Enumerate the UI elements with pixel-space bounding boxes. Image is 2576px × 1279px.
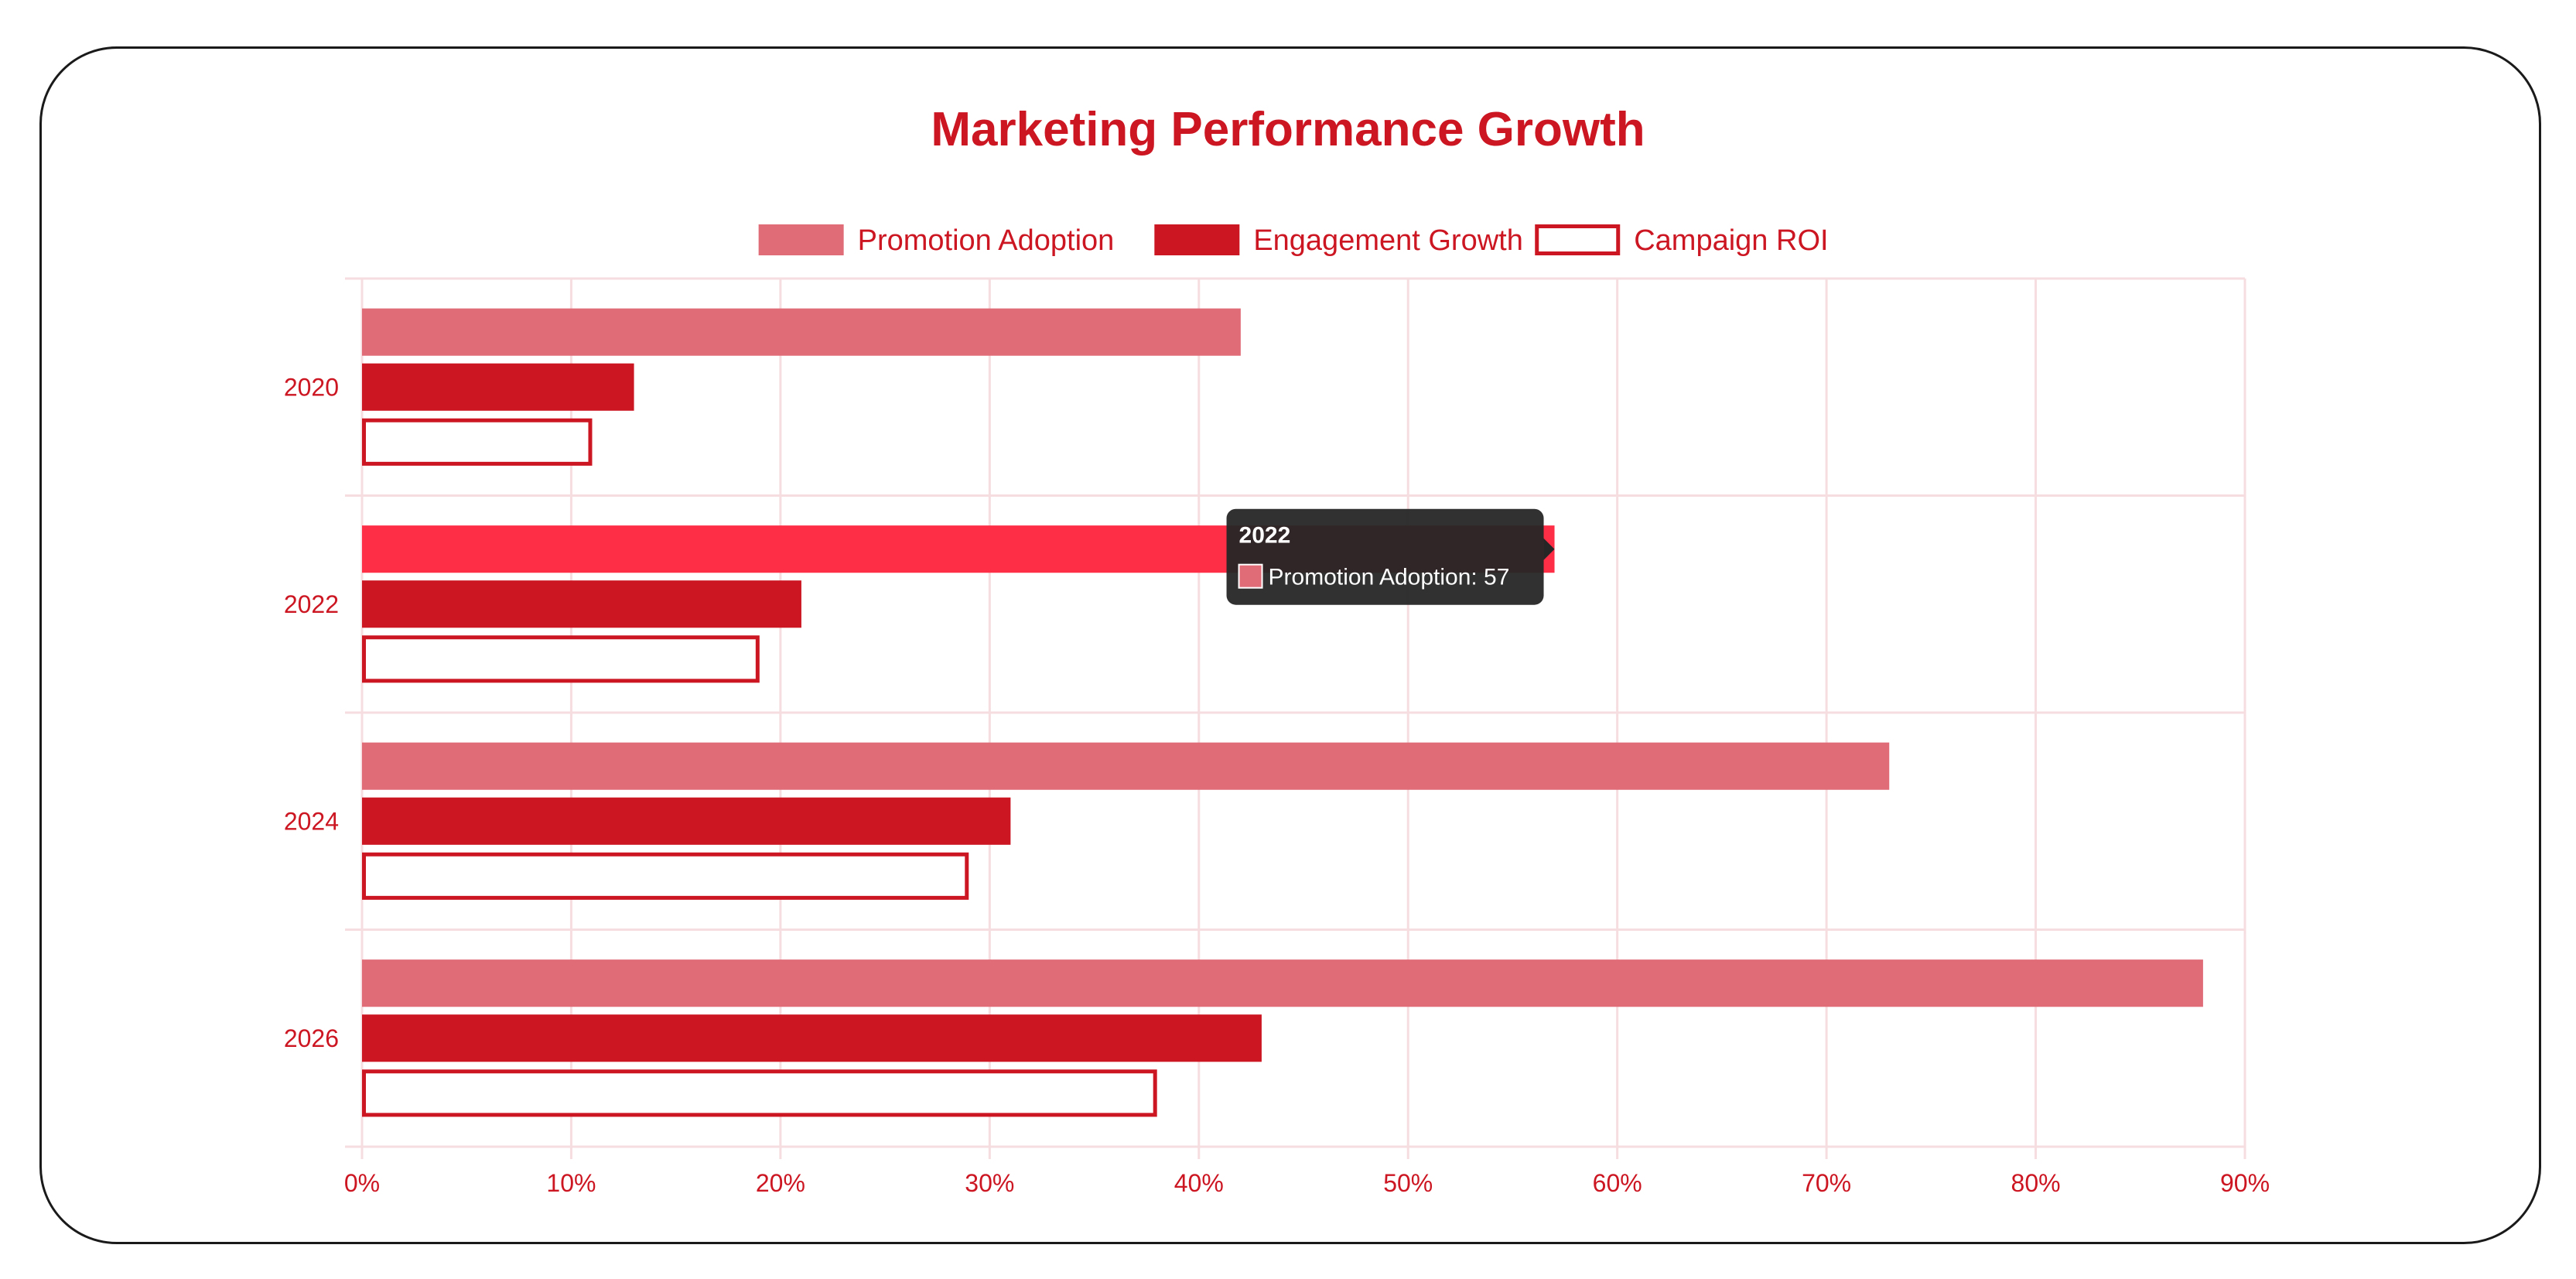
y-tick-label: 2022 bbox=[284, 590, 339, 618]
tooltip-title: 2022 bbox=[1239, 523, 1291, 549]
tooltip-label: Promotion Adoption: 57 bbox=[1269, 565, 1510, 590]
bar-promotion-adoption-2024[interactable] bbox=[362, 742, 1890, 790]
tooltip-box bbox=[1226, 508, 1544, 605]
x-tick-label: 90% bbox=[2220, 1169, 2270, 1197]
bar-campaign-roi-2022[interactable] bbox=[362, 635, 760, 683]
legend-swatch bbox=[1535, 224, 1621, 255]
tooltip: 2022 Promotion Adoption: 57 bbox=[1226, 508, 1555, 605]
legend-label: Engagement Growth bbox=[1253, 224, 1523, 257]
bar-campaign-roi-2024[interactable] bbox=[362, 852, 969, 900]
y-tick-label: 2020 bbox=[284, 373, 339, 401]
x-tick-label: 80% bbox=[2011, 1169, 2061, 1197]
bar-engagement-growth-2020[interactable] bbox=[362, 363, 634, 411]
y-tick-label: 2024 bbox=[284, 807, 339, 835]
tooltip-swatch bbox=[1238, 563, 1263, 589]
legend-swatch bbox=[758, 224, 844, 255]
legend-label: Promotion Adoption bbox=[858, 224, 1115, 257]
legend: Promotion Adoption Engagement Growth Campa… bbox=[758, 224, 1829, 257]
x-tick-label: 70% bbox=[1802, 1169, 1851, 1197]
x-tick-label: 50% bbox=[1383, 1169, 1433, 1197]
legend-item-engagement-growth[interactable]: Engagement Growth bbox=[1154, 224, 1523, 257]
axes: 0% 10% 20% 30% 40% 50% 60% 70% 80% 90%20202022202… bbox=[284, 373, 2270, 1197]
x-tick-label: 30% bbox=[965, 1169, 1014, 1197]
legend-item-promotion-adoption[interactable]: Promotion Adoption bbox=[758, 224, 1115, 257]
y-tick-label: 2026 bbox=[284, 1024, 339, 1052]
legend-label: Campaign ROI bbox=[1634, 224, 1828, 257]
bar-engagement-growth-2024[interactable] bbox=[362, 797, 1011, 845]
bar-promotion-adoption-2020[interactable] bbox=[362, 308, 1241, 356]
bar-promotion-adoption-2026[interactable] bbox=[362, 959, 2203, 1007]
x-tick-label: 40% bbox=[1174, 1169, 1224, 1197]
chart-title: Marketing Performance Growth bbox=[931, 103, 1645, 156]
x-tick-label: 0% bbox=[344, 1169, 380, 1197]
tooltip-caret bbox=[1543, 538, 1555, 560]
x-tick-label: 10% bbox=[546, 1169, 596, 1197]
x-tick-label: 60% bbox=[1593, 1169, 1642, 1197]
bar-campaign-roi-2020[interactable] bbox=[362, 418, 593, 466]
x-tick-label: 20% bbox=[756, 1169, 805, 1197]
bar-campaign-roi-2026[interactable] bbox=[362, 1069, 1157, 1117]
bar-engagement-growth-2022[interactable] bbox=[362, 580, 801, 628]
grid bbox=[345, 277, 2246, 1159]
legend-swatch bbox=[1154, 224, 1240, 255]
bar-engagement-growth-2026[interactable] bbox=[362, 1014, 1262, 1062]
legend-item-campaign-roi[interactable]: Campaign ROI bbox=[1535, 224, 1829, 257]
